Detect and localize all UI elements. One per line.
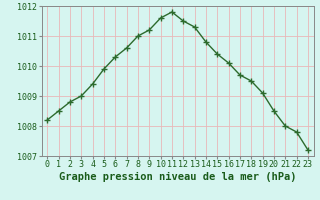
X-axis label: Graphe pression niveau de la mer (hPa): Graphe pression niveau de la mer (hPa) bbox=[59, 172, 296, 182]
